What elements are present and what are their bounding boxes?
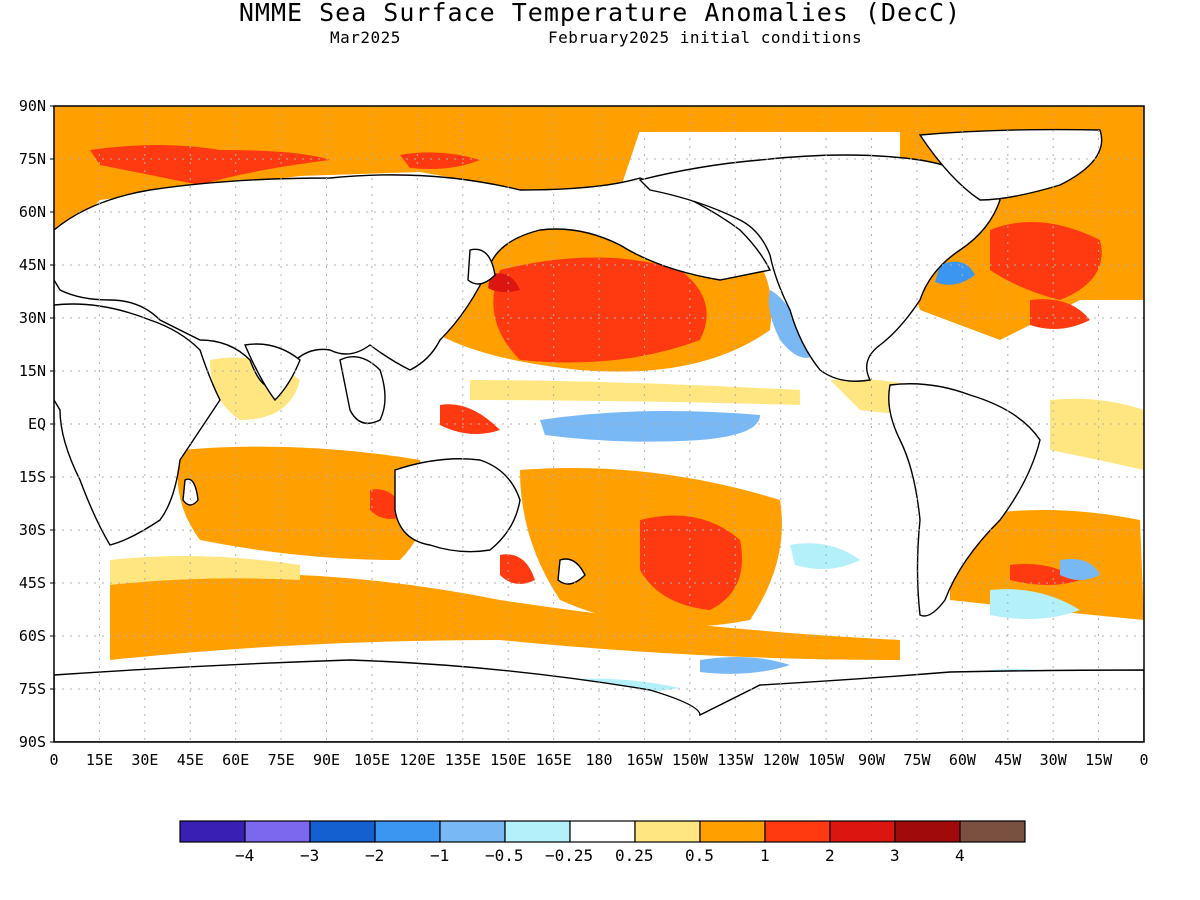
antarctic-cool-region [700, 656, 790, 674]
greenland-landmass [918, 128, 1103, 201]
lat-label: 90S [18, 733, 46, 751]
lon-label: 105W [808, 751, 845, 769]
japan-landmass [467, 248, 496, 285]
initial-conditions-label: February2025 initial conditions [548, 28, 863, 47]
colorbar-swatch [829, 820, 896, 843]
lon-label: 75E [267, 751, 295, 769]
colorbar-swatch [244, 820, 311, 843]
lon-label: 30W [1039, 751, 1067, 769]
colorbar-tick-label: 1 [760, 846, 770, 865]
colorbar-tick-label: 0.25 [615, 846, 654, 865]
forecast-month: Mar2025 [330, 28, 401, 47]
continents [54, 128, 1144, 742]
lat-label: 30N [18, 309, 46, 327]
colorbar-tick-label: 2 [825, 846, 835, 865]
north-atlantic-strong-region [990, 222, 1102, 300]
south-america-landmass [888, 383, 1041, 617]
lon-label: 15W [1085, 751, 1113, 769]
indian-ocean-warm-region [177, 446, 427, 560]
lat-label: 75S [18, 680, 46, 698]
india-landmass [244, 343, 301, 402]
lat-label: 60S [18, 627, 46, 645]
colorbar-swatch [504, 820, 571, 843]
arctic-warm-region [54, 106, 1144, 132]
chart-title: NMME Sea Surface Temperature Anomalies (… [238, 0, 962, 27]
colorbar-swatch [764, 820, 831, 843]
lon-label: 165E [535, 751, 572, 769]
colorbar-swatch [699, 820, 766, 843]
antarctica-landmass [54, 659, 1144, 742]
lon-label: 90E [313, 751, 341, 769]
colorbar-swatch [374, 820, 441, 843]
colorbar-tick-label: 3 [890, 846, 900, 865]
lon-label: 0 [49, 751, 59, 769]
colorbar-tick-label: −2 [365, 846, 385, 865]
colorbar-tick-label: 0.5 [685, 846, 714, 865]
colorbar-swatch [439, 820, 506, 843]
colorbar-tick-label: −4 [235, 846, 255, 865]
lat-label: 15S [18, 468, 46, 486]
lon-label: 90W [858, 751, 886, 769]
colorbar-tick-label: −3 [300, 846, 320, 865]
equatorial-pacific-cool-region [540, 411, 760, 442]
australia-landmass [394, 458, 521, 553]
colorbar-tick-label: 4 [955, 846, 965, 865]
lat-label: 90N [18, 97, 46, 115]
colorbar-swatch [309, 820, 376, 843]
south-atlantic-cool-region [1060, 559, 1100, 580]
madagascar-landmass [182, 478, 199, 506]
lat-label: 45S [18, 574, 46, 592]
lon-label: 120E [399, 751, 436, 769]
southeast-asia-landmass [339, 356, 386, 424]
lon-label: 45E [176, 751, 204, 769]
new-zealand-landmass [557, 558, 586, 585]
lon-label: 60E [222, 751, 250, 769]
lon-label: 180 [585, 751, 613, 769]
colorbar [179, 820, 1026, 843]
lon-label: 15E [85, 751, 113, 769]
graticule [54, 106, 1144, 742]
lon-label: 45W [994, 751, 1022, 769]
lat-label: EQ [27, 415, 46, 433]
southern-ocean-warm-region [110, 573, 900, 660]
lat-label: 45N [18, 256, 46, 274]
colorbar-swatch [179, 820, 246, 843]
colorbar-swatch [634, 820, 701, 843]
colorbar-swatch [959, 820, 1026, 843]
eurasia-landmass [54, 174, 772, 388]
lon-label: 150W [671, 751, 708, 769]
lat-label: 60N [18, 203, 46, 221]
colorbar-swatch [894, 820, 961, 843]
barents-strong-region [90, 145, 330, 185]
axis-ticks [50, 105, 54, 743]
colorbar-tick-label: −0.5 [485, 846, 524, 865]
south-pacific-strong-region [640, 515, 742, 610]
africa-landmass [54, 303, 221, 546]
lon-label: 75W [903, 751, 931, 769]
lon-label: 30E [131, 751, 159, 769]
lon-label: 60W [948, 751, 976, 769]
lat-label: 30S [18, 521, 46, 539]
lon-label: 165W [626, 751, 663, 769]
lat-label: 75N [18, 150, 46, 168]
lat-label: 15N [18, 362, 46, 380]
colorbar-tick-label: −0.25 [545, 846, 594, 865]
lon-label: 150E [490, 751, 527, 769]
colorbar-swatch [569, 820, 636, 843]
lon-label: 135E [444, 751, 481, 769]
lon-label: 135W [717, 751, 754, 769]
lon-label: 120W [762, 751, 799, 769]
lon-label: 0 [1139, 751, 1149, 769]
lon-label: 105E [353, 751, 391, 769]
colorbar-tick-label: −1 [430, 846, 450, 865]
north-pacific-strong-region [493, 257, 707, 363]
